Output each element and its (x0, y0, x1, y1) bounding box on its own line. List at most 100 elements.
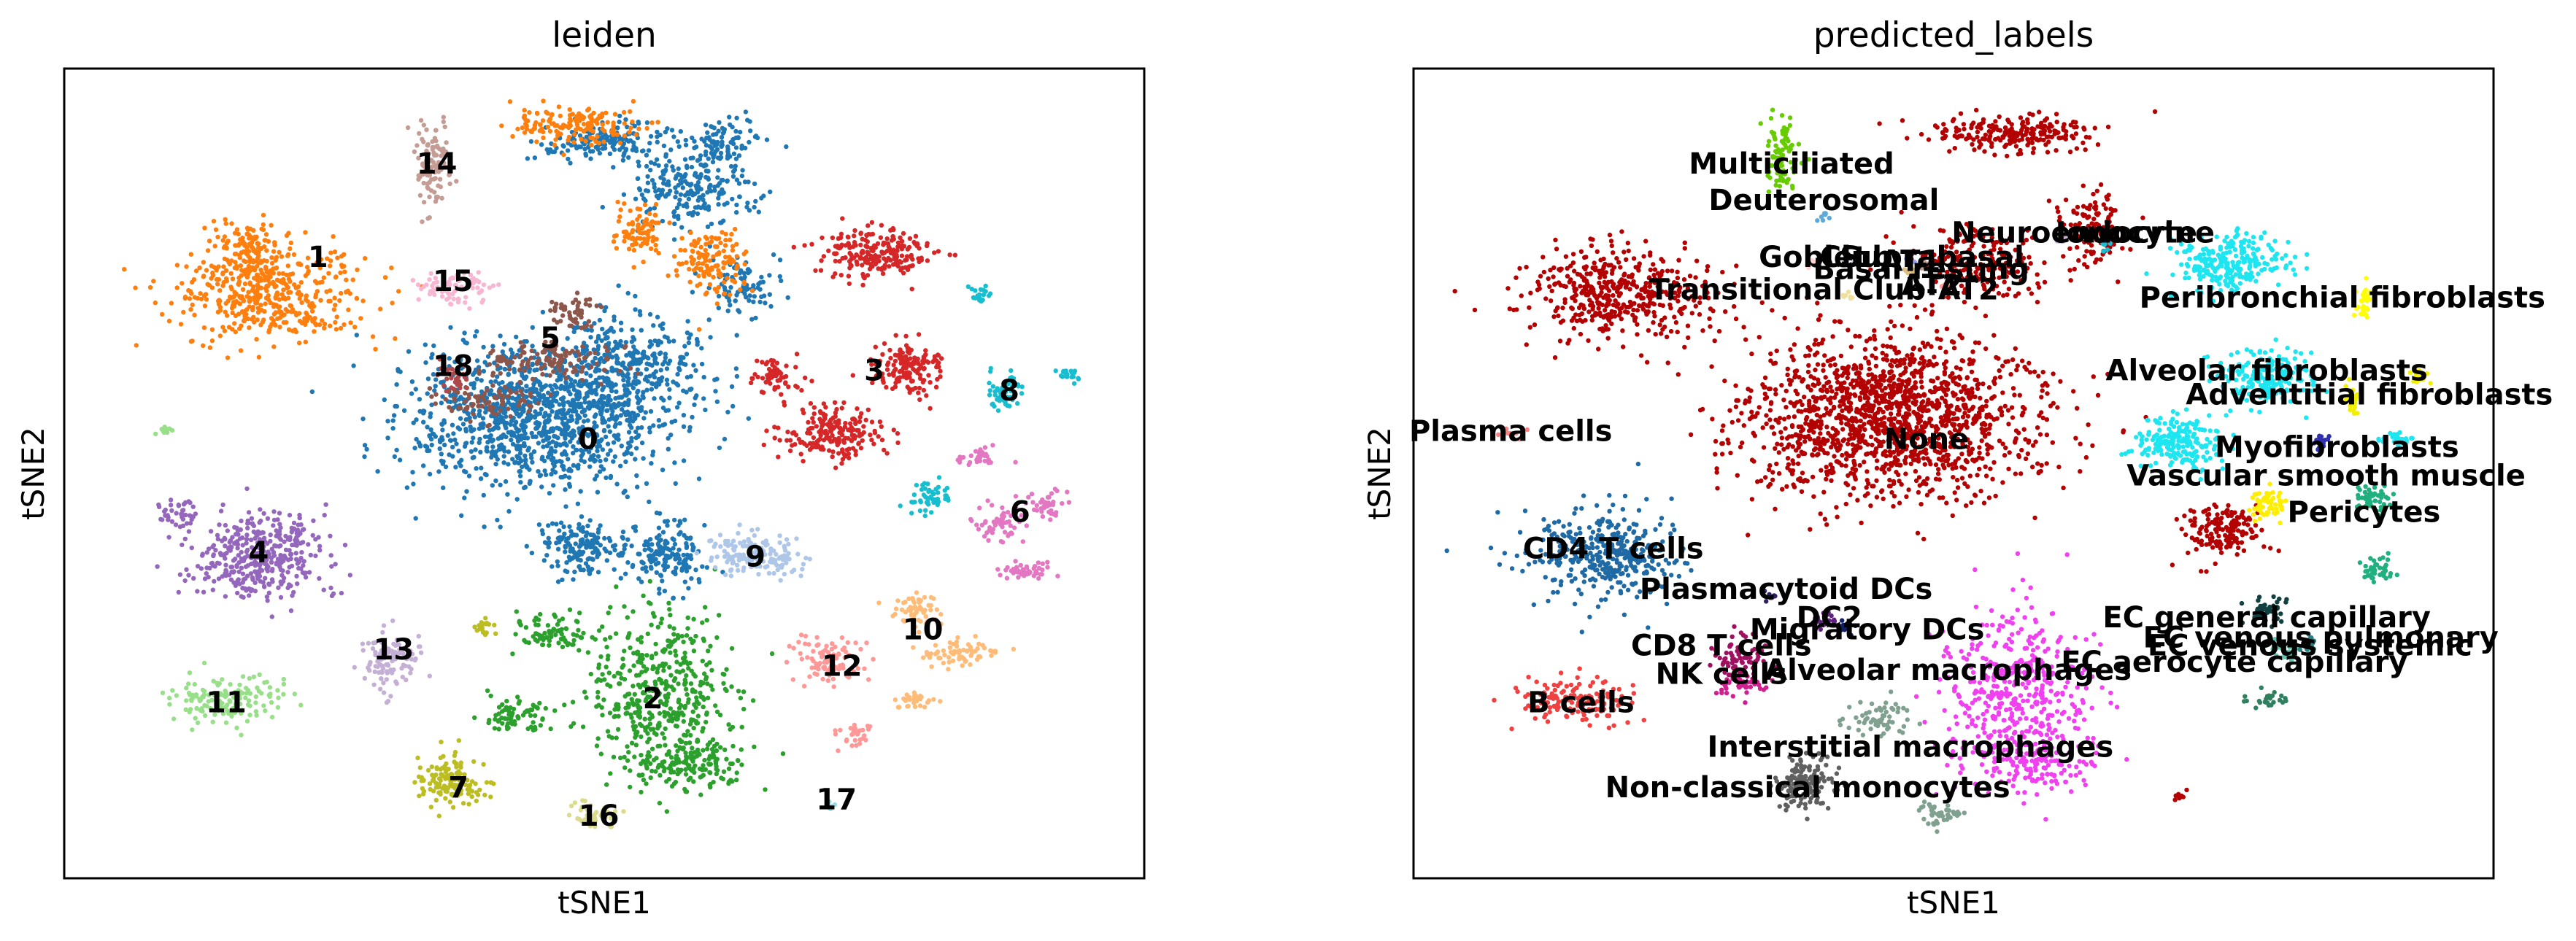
point (389, 266, 394, 271)
point (676, 705, 682, 710)
point (263, 266, 269, 271)
point (701, 197, 706, 202)
point (590, 457, 596, 462)
point (891, 363, 896, 368)
point (514, 497, 520, 502)
point (706, 156, 711, 161)
point (496, 381, 502, 386)
point (536, 441, 541, 446)
point (733, 272, 739, 278)
point (663, 743, 668, 748)
point (765, 373, 770, 378)
point (333, 327, 339, 332)
point (621, 229, 627, 235)
point (250, 245, 255, 251)
point (938, 368, 943, 373)
point (690, 746, 695, 751)
point (625, 494, 630, 500)
point (662, 422, 668, 427)
point (685, 755, 690, 760)
point (441, 379, 446, 384)
point (303, 339, 308, 344)
point (616, 436, 621, 442)
point (546, 435, 551, 441)
point (620, 373, 625, 378)
point (647, 339, 653, 344)
point (891, 427, 897, 433)
point (613, 422, 618, 427)
point (625, 758, 630, 763)
point (533, 434, 538, 439)
point (622, 765, 628, 770)
point (847, 245, 852, 250)
point (425, 448, 430, 454)
point (427, 471, 433, 477)
point (845, 234, 851, 239)
point (490, 344, 495, 349)
point (244, 311, 249, 317)
point (703, 247, 708, 253)
point (644, 653, 649, 658)
point (567, 112, 573, 118)
point (641, 148, 646, 153)
point (522, 638, 527, 643)
point (647, 578, 652, 584)
point (674, 190, 679, 195)
point (638, 312, 643, 317)
point (698, 792, 703, 797)
point (819, 258, 824, 263)
point (794, 352, 800, 357)
point (603, 665, 609, 670)
point (458, 416, 463, 421)
point (549, 471, 554, 477)
point (657, 351, 663, 357)
point (681, 203, 686, 209)
point (510, 651, 515, 657)
point (501, 454, 506, 459)
point (832, 425, 837, 430)
point (297, 516, 302, 521)
point (775, 378, 780, 383)
point (269, 568, 275, 573)
point (560, 464, 566, 469)
point (641, 259, 646, 265)
point (628, 422, 633, 428)
point (721, 129, 727, 135)
point (288, 290, 293, 295)
point (633, 524, 638, 530)
point (650, 452, 655, 458)
point (746, 416, 751, 421)
point (576, 465, 581, 471)
point (317, 322, 323, 328)
point (452, 437, 458, 443)
point (924, 393, 929, 398)
point (597, 368, 602, 373)
point (657, 591, 662, 596)
point (261, 511, 266, 516)
point (524, 463, 529, 469)
point (571, 444, 576, 449)
point (277, 249, 282, 255)
point (471, 385, 477, 390)
point (225, 528, 230, 533)
point (567, 607, 573, 612)
point (665, 126, 670, 131)
point (625, 615, 630, 620)
point (217, 288, 223, 293)
point (814, 424, 820, 429)
point (644, 125, 649, 131)
point (729, 684, 734, 689)
point (847, 266, 852, 271)
point (537, 421, 542, 426)
point (598, 523, 603, 528)
point (594, 473, 599, 479)
point (733, 163, 738, 169)
point (541, 558, 547, 563)
point (916, 390, 921, 395)
point (674, 743, 679, 748)
point (250, 307, 255, 313)
point (598, 458, 603, 464)
point (265, 274, 270, 280)
point (730, 174, 736, 179)
panel-title-leiden: leiden (552, 15, 657, 55)
